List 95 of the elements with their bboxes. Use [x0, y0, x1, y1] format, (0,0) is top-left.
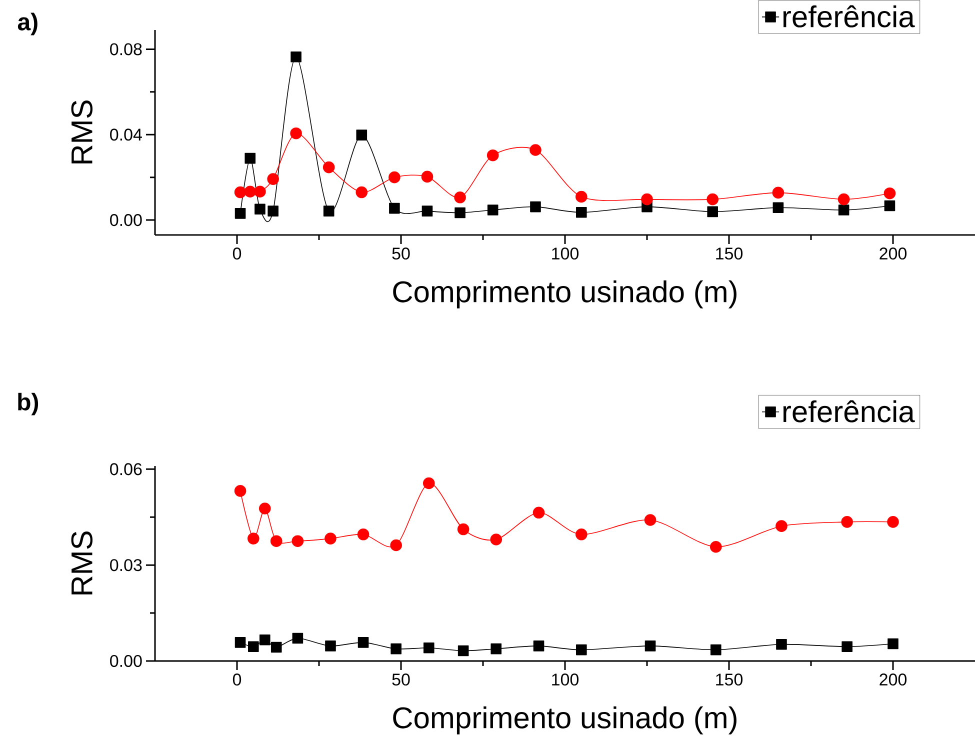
x-tick-label: 150 [716, 674, 743, 686]
point [270, 642, 282, 653]
y-tick-label: 0.08 [110, 43, 142, 56]
point [576, 644, 587, 656]
x-tick-label: 100 [552, 674, 579, 686]
chart-title: b) [18, 392, 38, 416]
point [292, 535, 304, 548]
chart-title: a) [18, 12, 38, 36]
point [248, 532, 260, 544]
point [244, 152, 256, 164]
point [358, 637, 369, 648]
point [390, 539, 402, 552]
point [234, 208, 246, 219]
point [576, 206, 587, 218]
point [706, 193, 719, 206]
point [454, 207, 466, 218]
x-tick-label: 50 [392, 248, 410, 260]
point [458, 645, 469, 656]
point [259, 634, 270, 646]
x-tick-label: 0 [232, 248, 242, 260]
point [710, 540, 722, 553]
point [644, 640, 656, 652]
point [710, 644, 722, 656]
point [530, 144, 542, 156]
point [324, 532, 336, 544]
point [772, 186, 784, 199]
point [490, 534, 502, 546]
x-tick-label: 200 [880, 248, 907, 260]
point [533, 640, 544, 652]
point [486, 149, 499, 162]
point [292, 632, 304, 644]
point [258, 502, 271, 514]
point [884, 200, 896, 212]
point [388, 171, 400, 184]
point [644, 514, 656, 526]
x-axis-title: Comprimento usinado (m) [393, 706, 736, 734]
point [356, 186, 368, 198]
point [422, 477, 435, 490]
y-tick-label: 0.04 [110, 128, 142, 141]
point [454, 192, 466, 204]
point [776, 638, 787, 650]
y-axis-title: RMS [71, 532, 93, 594]
point [776, 520, 788, 532]
y-axis-title: RMS [71, 100, 93, 164]
point [423, 642, 434, 654]
x-tick-label: 50 [392, 674, 410, 686]
y-tick-label: 0.00 [110, 214, 142, 226]
point [772, 202, 784, 214]
x-tick-label: 200 [880, 674, 907, 686]
point [290, 127, 302, 140]
point [267, 173, 279, 185]
point [842, 641, 852, 652]
point [838, 193, 850, 206]
x-tick-label: 150 [716, 248, 743, 260]
point [841, 516, 853, 528]
y-tick-label: 0.06 [110, 463, 142, 476]
point [254, 204, 266, 215]
point [887, 516, 899, 528]
point [234, 485, 246, 497]
point [487, 204, 498, 216]
point [254, 186, 266, 198]
point [244, 186, 256, 198]
point [838, 204, 850, 216]
point [390, 643, 402, 654]
point [357, 528, 370, 540]
legend-label: referência [783, 400, 915, 422]
x-axis-title: Comprimento usinado (m) [393, 280, 736, 308]
point [268, 206, 278, 216]
point [421, 170, 434, 183]
point [576, 528, 588, 540]
point [707, 206, 718, 218]
point [884, 187, 896, 200]
point [641, 193, 653, 206]
point [325, 640, 336, 652]
x-tick-label: 100 [552, 248, 579, 260]
point [356, 130, 368, 140]
point [888, 638, 898, 650]
point [389, 202, 400, 214]
point [576, 190, 588, 203]
point [322, 161, 335, 174]
point [234, 637, 246, 648]
point [248, 641, 259, 652]
y-tick-label: 0.03 [110, 559, 142, 572]
y-tick-label: 0.00 [110, 654, 142, 668]
x-tick-label: 0 [232, 674, 242, 686]
point [490, 643, 502, 654]
point [422, 206, 433, 216]
point [270, 535, 282, 548]
point [530, 201, 541, 212]
point [457, 523, 470, 536]
legend-label: referência [783, 5, 915, 28]
point [532, 506, 545, 519]
point [234, 186, 246, 198]
point [323, 206, 334, 216]
point [290, 52, 302, 62]
